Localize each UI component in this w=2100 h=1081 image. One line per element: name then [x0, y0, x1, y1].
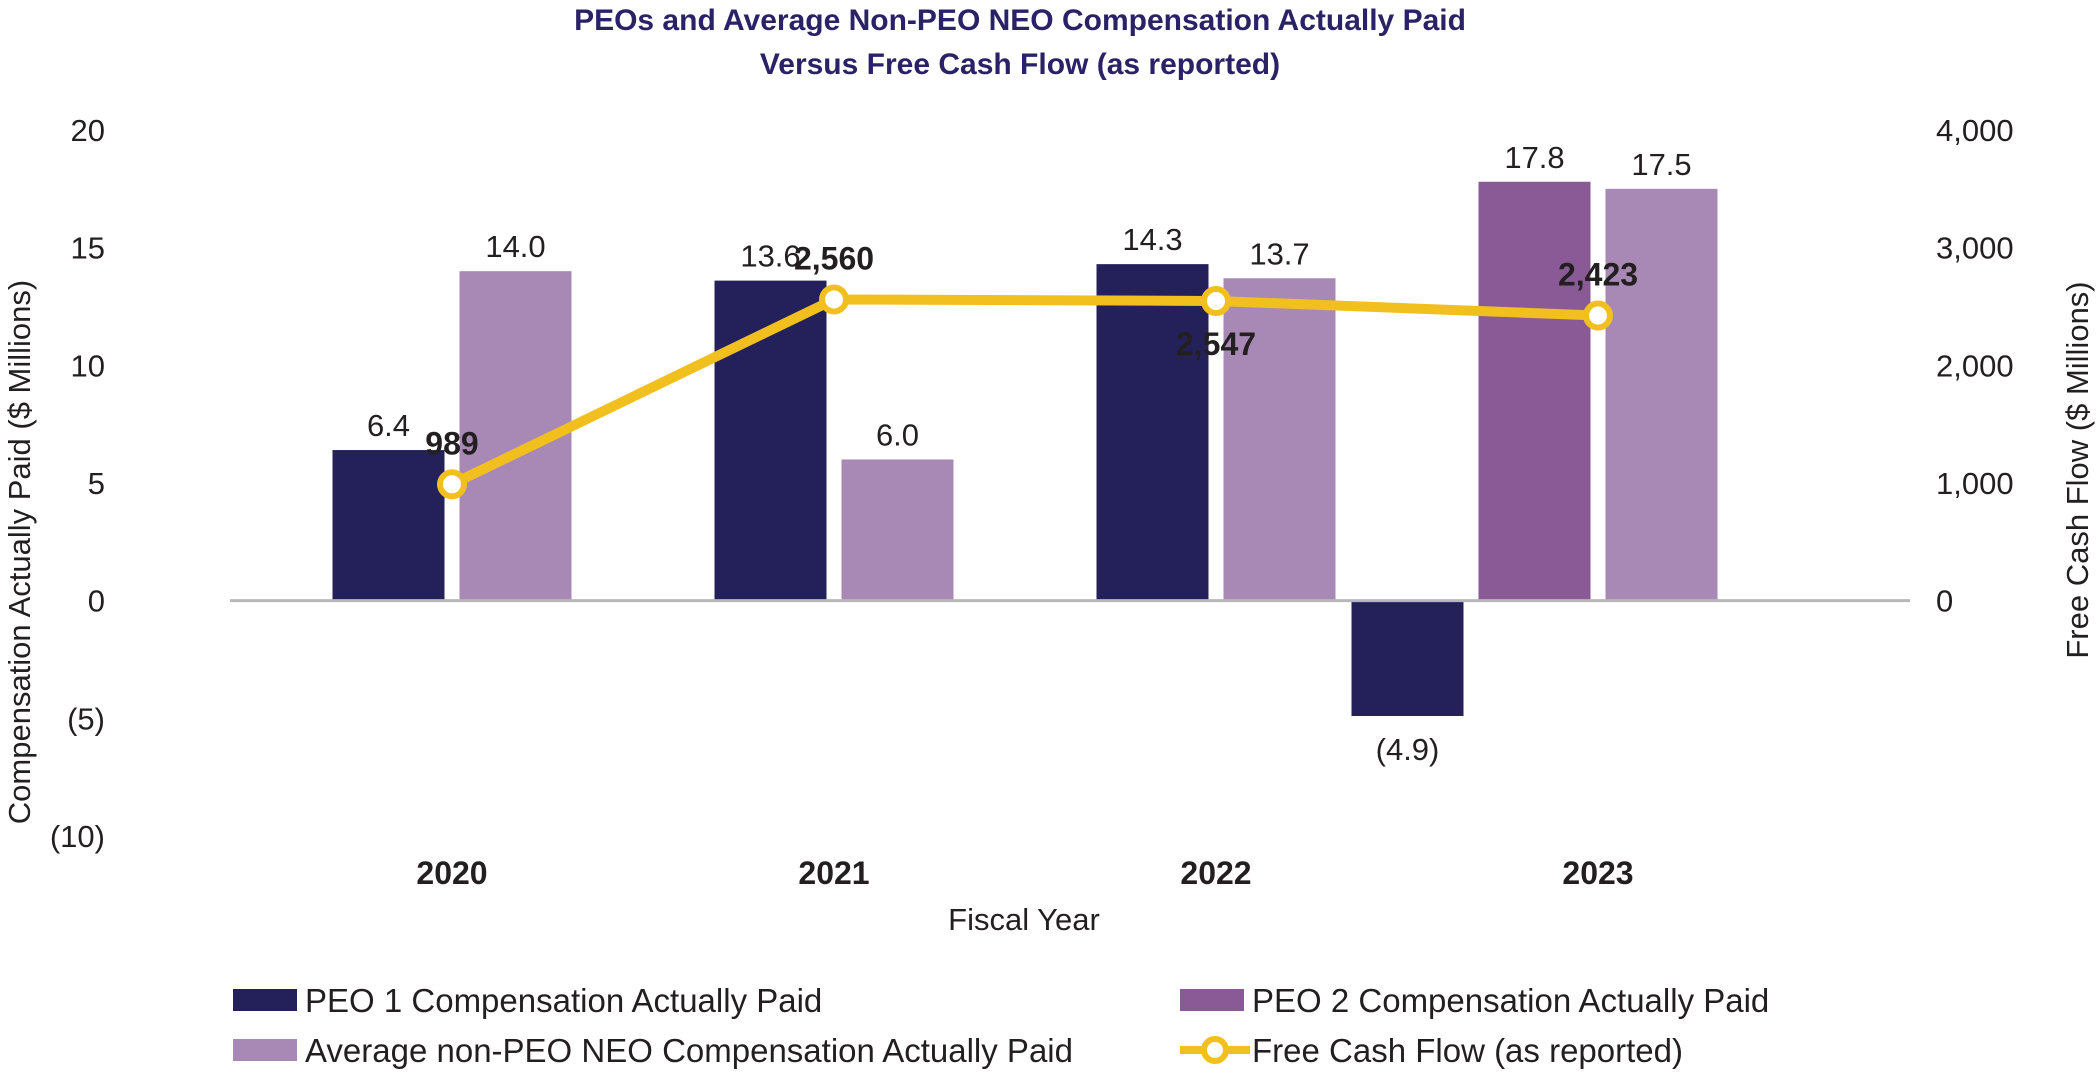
y2-axis-title: Free Cash Flow ($ Millions) — [2060, 281, 2095, 658]
y2-tick-label: 0 — [1936, 584, 1953, 619]
y-tick-label: 5 — [88, 466, 105, 501]
fcf-point-2020 — [437, 469, 467, 500]
bar-value-label: 14.0 — [485, 229, 545, 264]
bar-value-label: 17.5 — [1631, 147, 1691, 182]
x-axis-ticks: 2020 2021 2022 2023 — [416, 855, 1633, 891]
fcf-value-label: 989 — [425, 425, 478, 461]
legend-label-peo1: PEO 1 Compensation Actually Paid — [305, 982, 822, 1019]
fcf-point-2021 — [819, 284, 849, 315]
chart-title-line2: Versus Free Cash Flow (as reported) — [760, 48, 1280, 81]
fcf-line — [449, 294, 1599, 489]
legend: PEO 1 Compensation Actually Paid PEO 2 Co… — [233, 982, 1769, 1069]
bar-neo-2023 — [1605, 188, 1718, 601]
x-tick-label-2023: 2023 — [1562, 855, 1633, 891]
bar-value-label: 13.6 — [740, 239, 800, 274]
fcf-series: 989 2,560 2,547 2,423 — [425, 240, 1638, 500]
fcf-value-label: 2,547 — [1176, 326, 1256, 362]
legend-swatch-peo2 — [1180, 989, 1244, 1011]
bar-peo1-2022 — [1096, 264, 1209, 601]
x-axis-title: Fiscal Year — [948, 902, 1100, 937]
bar-peo1-2023 — [1351, 600, 1464, 716]
x-tick-label-2022: 2022 — [1180, 855, 1251, 891]
fcf-value-label: 2,560 — [794, 240, 874, 276]
legend-marker-fcf — [1201, 1036, 1229, 1064]
y-axis-title: Compensation Actually Paid ($ Millions) — [2, 280, 37, 824]
y-tick-label: (5) — [67, 701, 105, 736]
legend-label-fcf: Free Cash Flow (as reported) — [1252, 1032, 1683, 1069]
legend-swatch-peo1 — [233, 989, 297, 1011]
y-tick-label: 10 — [71, 348, 105, 383]
x-tick-label-2020: 2020 — [416, 855, 487, 891]
fcf-value-label: 2,423 — [1558, 257, 1638, 293]
y-tick-label: 0 — [88, 584, 105, 619]
chart-title-line1: PEOs and Average Non-PEO NEO Compensatio… — [574, 4, 1466, 37]
legend-label-neo: Average non-PEO NEO Compensation Actuall… — [305, 1032, 1073, 1069]
bar-value-label: 6.0 — [876, 417, 919, 452]
legend-swatch-neo — [233, 1039, 297, 1061]
bar-peo2-2023 — [1478, 181, 1591, 601]
y-tick-label: 15 — [71, 231, 105, 266]
bar-value-label: 6.4 — [367, 408, 410, 443]
y2-axis-ticks: 4,000 3,000 2,000 1,000 0 — [1936, 113, 2014, 619]
y2-tick-label: 1,000 — [1936, 466, 2014, 501]
fcf-point-2022 — [1201, 285, 1231, 316]
y2-tick-label: 3,000 — [1936, 231, 2014, 266]
bar-neo-2021 — [841, 459, 954, 601]
y-axis-ticks: 20 15 10 5 0 (5) (10) — [50, 113, 105, 854]
y2-tick-label: 4,000 — [1936, 113, 2014, 148]
bar-value-label: 14.3 — [1122, 222, 1182, 257]
y2-tick-label: 2,000 — [1936, 348, 2014, 383]
bar-neo-2022 — [1223, 278, 1336, 601]
bar-value-label: 13.7 — [1249, 236, 1309, 271]
y-tick-label: 20 — [71, 113, 105, 148]
bar-value-label: 17.8 — [1504, 140, 1564, 175]
bar-labels: 6.4 14.0 13.6 6.0 14.3 13.7 (4.9) 17.8 17.5 — [367, 140, 1692, 767]
bar-value-label: (4.9) — [1376, 732, 1440, 767]
bar-peo1-2020 — [332, 450, 445, 601]
y-tick-label: (10) — [50, 819, 105, 854]
bars — [332, 181, 1718, 716]
fcf-point-2023 — [1583, 300, 1613, 331]
legend-label-peo2: PEO 2 Compensation Actually Paid — [1252, 982, 1769, 1019]
x-tick-label-2021: 2021 — [798, 855, 869, 891]
